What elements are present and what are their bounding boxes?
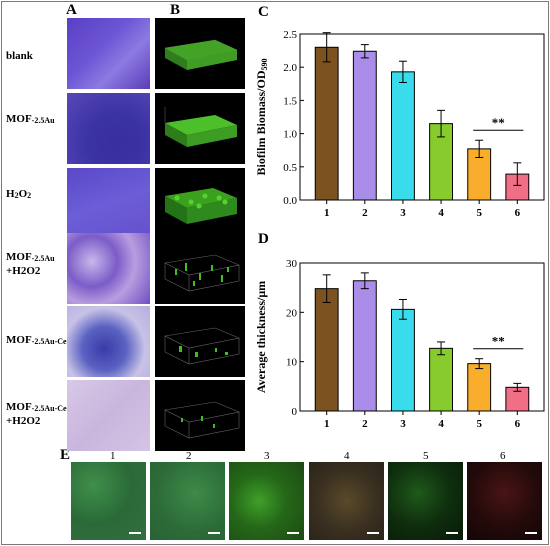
photo-h2o2	[67, 168, 150, 239]
thickness-ytick-label: 30	[286, 258, 298, 270]
biomass-xtick-label: 1	[324, 207, 330, 219]
micro-image-3	[229, 462, 304, 540]
thickness-bar	[391, 308, 415, 412]
biomass-ylabel: Biofilm Biomass/OD590	[254, 58, 269, 175]
thickness-frame	[299, 262, 545, 412]
panel-letter-c: C	[258, 4, 269, 20]
biomass-xtick-label: 4	[438, 207, 444, 219]
thickness-ytick-label: 20	[286, 307, 298, 319]
micro-label-5: 5	[423, 450, 429, 462]
biomass-bar	[391, 71, 415, 201]
cube-mof-au-h2o2	[155, 233, 245, 304]
micro-label-1: 1	[110, 450, 116, 462]
biomass-xtick-label: 6	[515, 207, 521, 219]
thickness-ylabel: Average thickness/μm	[254, 281, 268, 393]
biomass-xtick-label: 2	[362, 207, 368, 219]
micro-label-2: 2	[186, 450, 192, 462]
biomass-bar	[352, 50, 377, 201]
biomass-ytick-label: 0.5	[283, 162, 297, 174]
row-label-h2o2: H2O2	[6, 188, 32, 200]
biomass-xtick-label: 5	[476, 207, 482, 219]
cube-mof-au	[155, 93, 245, 164]
thickness-bar	[429, 347, 453, 412]
micro-image-1	[71, 462, 146, 540]
biomass-ylabel-subscript: 590	[260, 58, 269, 70]
biomass-ytick-label: 0.0	[283, 195, 297, 207]
cube-mof-au-ce	[155, 306, 245, 377]
thickness-xtick-label: 5	[476, 418, 482, 430]
thickness-ytick-label: 0	[292, 406, 298, 418]
biomass-bar	[314, 46, 339, 201]
cube-h2o2	[155, 168, 245, 239]
row-label-mof-au: MOF-2.5Au	[6, 113, 55, 125]
micro-image-6	[467, 462, 542, 540]
thickness-xtick-label: 6	[515, 418, 521, 430]
photo-blank	[67, 18, 150, 89]
photo-mof-au	[67, 93, 150, 164]
thickness-xtick-label: 3	[400, 418, 406, 430]
row-label-mof-au-h2o2: MOF-2.5Au +H2O2	[6, 251, 55, 277]
row-label-mof-au-ce-h2o2: MOF-2.5Au-Ce +H2O2	[6, 401, 67, 427]
biomass-ytick-label: 2.5	[283, 29, 297, 41]
thickness-significance-label: **	[492, 334, 505, 349]
micro-image-4	[309, 462, 384, 540]
thickness-xtick-label: 4	[438, 418, 444, 430]
photo-mof-au-ce	[67, 306, 150, 377]
thickness-bar	[352, 280, 377, 412]
panel-letter-b: B	[170, 2, 181, 18]
biomass-frame	[299, 33, 545, 201]
micro-label-4: 4	[344, 450, 350, 462]
micro-image-2	[150, 462, 225, 540]
biomass-ytick-label: 2.0	[283, 62, 297, 74]
micro-image-5	[388, 462, 463, 540]
biomass-significance-label: **	[492, 115, 505, 130]
panel-letter-d: D	[258, 231, 269, 247]
biomass-ytick-label: 1.0	[283, 129, 297, 141]
thickness-bar	[314, 288, 339, 412]
biomass-xtick-label: 3	[400, 207, 406, 219]
row-label-blank: blank	[6, 50, 33, 62]
cube-mof-au-ce-h2o2	[155, 380, 245, 451]
thickness-xtick-label: 1	[324, 418, 330, 430]
micro-label-6: 6	[500, 450, 506, 462]
photo-mof-au-h2o2	[67, 233, 150, 304]
thickness-xtick-label: 2	[362, 418, 368, 430]
panel-letter-a: A	[66, 2, 77, 18]
biomass-chart: 0.0 0.5 1.0 1.5 2.0 2.5 1 2 3 4 5 6 ** Biofilm Biomas…	[254, 29, 545, 219]
thickness-ytick-label: 10	[286, 357, 298, 369]
thickness-chart: 0 10 20 30 1 2 3 4 5 6 ** Average thickness/μm	[254, 258, 545, 430]
panel-letter-e: E	[60, 447, 71, 463]
photo-mof-au-ce-h2o2	[67, 380, 150, 451]
micro-label-3: 3	[264, 450, 270, 462]
row-label-mof-au-ce: MOF-2.5Au-Ce	[6, 334, 67, 346]
biomass-ytick-label: 1.5	[283, 95, 297, 107]
cube-blank	[155, 18, 245, 89]
thickness-bar	[467, 363, 492, 412]
